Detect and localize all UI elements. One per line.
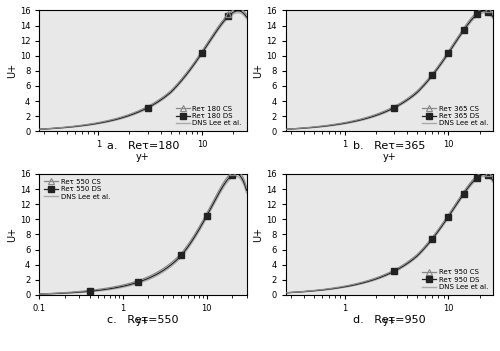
X-axis label: y+: y+ — [136, 152, 150, 162]
Text: a.   Reτ=180: a. Reτ=180 — [107, 141, 179, 151]
Text: c.   Reτ=550: c. Reτ=550 — [107, 315, 178, 325]
X-axis label: y+: y+ — [382, 316, 396, 326]
Legend: Reτ 180 CS, Reτ 180 DS, DNS Lee et al.: Reτ 180 CS, Reτ 180 DS, DNS Lee et al. — [174, 104, 243, 128]
X-axis label: y+: y+ — [382, 152, 396, 162]
Y-axis label: U+: U+ — [254, 63, 264, 78]
Legend: Reτ 550 CS, Reτ 550 DS, DNS Lee et al.: Reτ 550 CS, Reτ 550 DS, DNS Lee et al. — [43, 178, 112, 201]
Text: b.   Reτ=365: b. Reτ=365 — [354, 141, 426, 151]
Legend: Reτ 365 CS, Reτ 365 DS, DNS Lee et al.: Reτ 365 CS, Reτ 365 DS, DNS Lee et al. — [421, 104, 490, 128]
Y-axis label: U+: U+ — [7, 63, 17, 78]
X-axis label: y+: y+ — [136, 316, 150, 326]
Y-axis label: U+: U+ — [254, 227, 264, 242]
Text: d.   Reτ=950: d. Reτ=950 — [353, 315, 426, 325]
Y-axis label: U+: U+ — [7, 227, 17, 242]
Legend: Reτ 950 CS, Reτ 950 DS, DNS Lee et al.: Reτ 950 CS, Reτ 950 DS, DNS Lee et al. — [421, 268, 490, 291]
